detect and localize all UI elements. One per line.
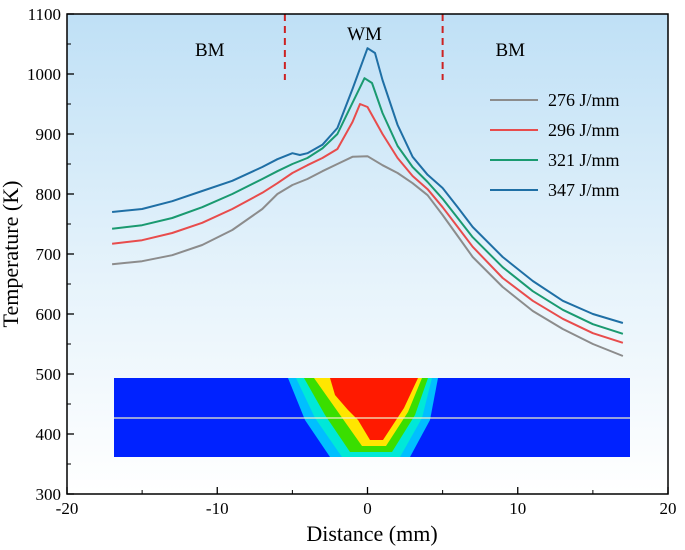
x-tick-label: -20	[56, 499, 79, 518]
y-tick-label: 400	[36, 425, 62, 444]
region-label-3: BM	[495, 40, 525, 61]
legend-label-3: 321 J/mm	[548, 150, 620, 170]
inset-red-zone	[330, 378, 418, 440]
legend-label-4: 347 J/mm	[548, 180, 620, 200]
legend: 276 J/mm 296 J/mm 321 J/mm 347 J/mm	[490, 90, 620, 200]
y-tick-label: 500	[36, 365, 62, 384]
axis-ticks: -20 -10 0 10 20 300 400 500 600 700 800 900 1000 1100	[27, 5, 677, 518]
region-labels: BM WM BM	[195, 24, 525, 61]
series-line-4	[112, 47, 624, 324]
x-axis-title: Distance (mm)	[306, 521, 437, 546]
region-label-1: BM	[195, 40, 225, 61]
y-tick-label: 700	[36, 245, 62, 264]
x-tick-label: -10	[206, 499, 229, 518]
y-tick-label: 800	[36, 185, 62, 204]
y-tick-label: 300	[36, 485, 62, 504]
x-tick-label: 10	[509, 499, 526, 518]
y-axis-title: Temperature (K)	[0, 181, 23, 328]
y-tick-label: 600	[36, 305, 62, 324]
series-line-1	[112, 155, 624, 357]
legend-label-2: 296 J/mm	[548, 120, 620, 140]
series-layer	[111, 47, 624, 357]
y-tick-label: 1100	[28, 5, 61, 24]
series-line-3	[111, 77, 624, 335]
x-tick-label: 0	[363, 499, 372, 518]
y-tick-label: 900	[36, 125, 62, 144]
x-tick-label: 20	[660, 499, 677, 518]
legend-label-1: 276 J/mm	[548, 90, 620, 110]
series-line-2	[111, 103, 624, 344]
inset-temperature-field	[114, 378, 630, 457]
y-tick-label: 1000	[27, 65, 61, 84]
region-boundaries	[283, 14, 444, 80]
region-label-2: WM	[347, 24, 382, 45]
